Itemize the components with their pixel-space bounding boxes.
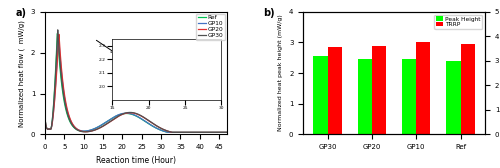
GP20 (152, 124, 158, 126)
GP20 (53, 79, 59, 81)
GP30 (42, 125, 48, 127)
Line: GP20: GP20 (45, 34, 227, 132)
Text: a): a) (16, 8, 27, 18)
Bar (328, 47, 342, 134)
GP10 (199, 131, 205, 133)
Ref (42, 125, 48, 127)
Ref (152, 127, 158, 129)
Legend: Ref, GP10, GP20, GP30: Ref, GP10, GP20, GP30 (196, 13, 225, 40)
Ref (224, 131, 230, 133)
GP30 (170, 131, 175, 133)
GP30 (152, 124, 158, 126)
GP20 (148, 121, 154, 123)
GP20 (158, 127, 164, 129)
Ref (165, 131, 171, 133)
Bar (372, 46, 386, 134)
Ref (148, 124, 154, 126)
Ref (199, 131, 205, 133)
GP30 (199, 131, 205, 133)
Bar (416, 42, 430, 134)
GP10 (56, 35, 62, 37)
Y-axis label: Normalized heat peak height (mW/g): Normalized heat peak height (mW/g) (278, 15, 283, 131)
GP20 (180, 131, 186, 133)
Ref (54, 33, 60, 35)
Bar (402, 59, 416, 134)
GP20 (169, 131, 175, 133)
GP30 (158, 127, 164, 129)
GP10 (180, 131, 186, 133)
GP10 (158, 129, 164, 131)
GP30 (54, 29, 60, 31)
GP20 (199, 131, 205, 133)
GP10 (148, 124, 154, 126)
Ref (180, 131, 186, 133)
Bar (446, 61, 460, 134)
Bar (314, 56, 328, 134)
GP10 (53, 75, 59, 77)
Text: b): b) (263, 8, 275, 18)
GP30 (180, 131, 186, 133)
Line: GP30: GP30 (45, 30, 227, 132)
GP10 (165, 131, 171, 133)
Y-axis label: Normalized heat flow (  mW/g): Normalized heat flow ( mW/g) (18, 20, 25, 127)
GP20 (42, 125, 48, 127)
GP10 (42, 125, 48, 127)
Bar (460, 44, 475, 134)
GP10 (152, 127, 158, 129)
GP20 (224, 131, 230, 133)
Ref (53, 58, 59, 60)
X-axis label: Reaction time (Hour): Reaction time (Hour) (96, 156, 176, 165)
Legend: Peak Height, TRRP: Peak Height, TRRP (434, 15, 482, 29)
Line: GP10: GP10 (45, 36, 227, 132)
Line: Ref: Ref (45, 34, 227, 132)
GP30 (148, 121, 154, 123)
Bar (358, 59, 372, 134)
GP10 (224, 131, 230, 133)
Ref (158, 129, 164, 131)
GP20 (56, 33, 62, 35)
GP30 (53, 63, 59, 65)
GP30 (224, 131, 230, 133)
